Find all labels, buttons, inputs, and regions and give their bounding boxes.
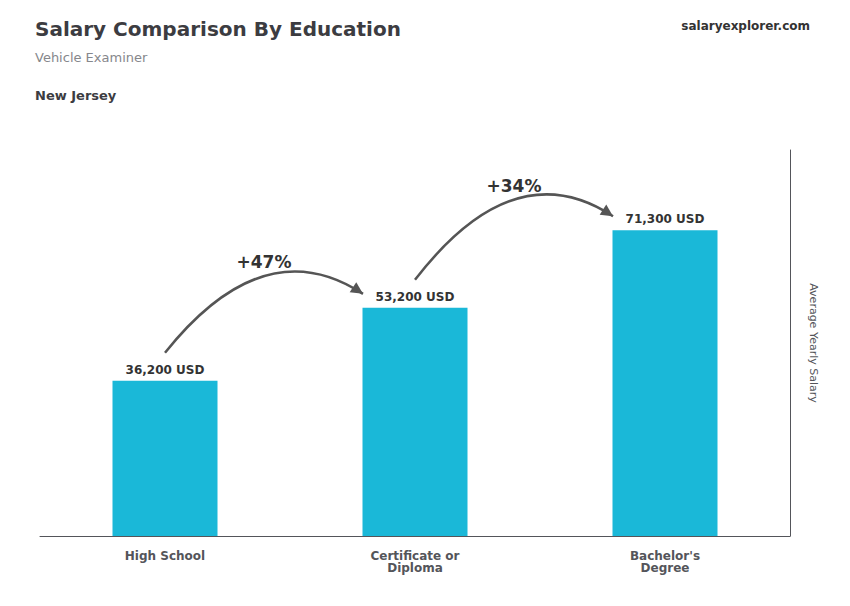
svg-text:Vehicle Examiner: Vehicle Examiner [35, 50, 148, 65]
svg-text:36,200 USD: 36,200 USD [126, 363, 205, 377]
svg-text:53,200 USD: 53,200 USD [376, 290, 455, 304]
svg-text:71,300 USD: 71,300 USD [626, 212, 705, 226]
svg-text:+34%: +34% [487, 176, 542, 196]
svg-text:salaryexplorer.com: salaryexplorer.com [681, 19, 810, 33]
svg-text:Salary Comparison By Education: Salary Comparison By Education [35, 17, 401, 41]
svg-text:Diploma: Diploma [387, 561, 443, 575]
svg-text:Bachelor's: Bachelor's [629, 549, 701, 563]
svg-text:Average Yearly Salary: Average Yearly Salary [807, 283, 820, 403]
svg-text:+47%: +47% [237, 252, 292, 272]
svg-text:High School: High School [125, 549, 205, 563]
svg-text:New Jersey: New Jersey [35, 88, 117, 103]
svg-text:Degree: Degree [641, 561, 690, 575]
svg-text:Certificate or: Certificate or [370, 549, 460, 563]
